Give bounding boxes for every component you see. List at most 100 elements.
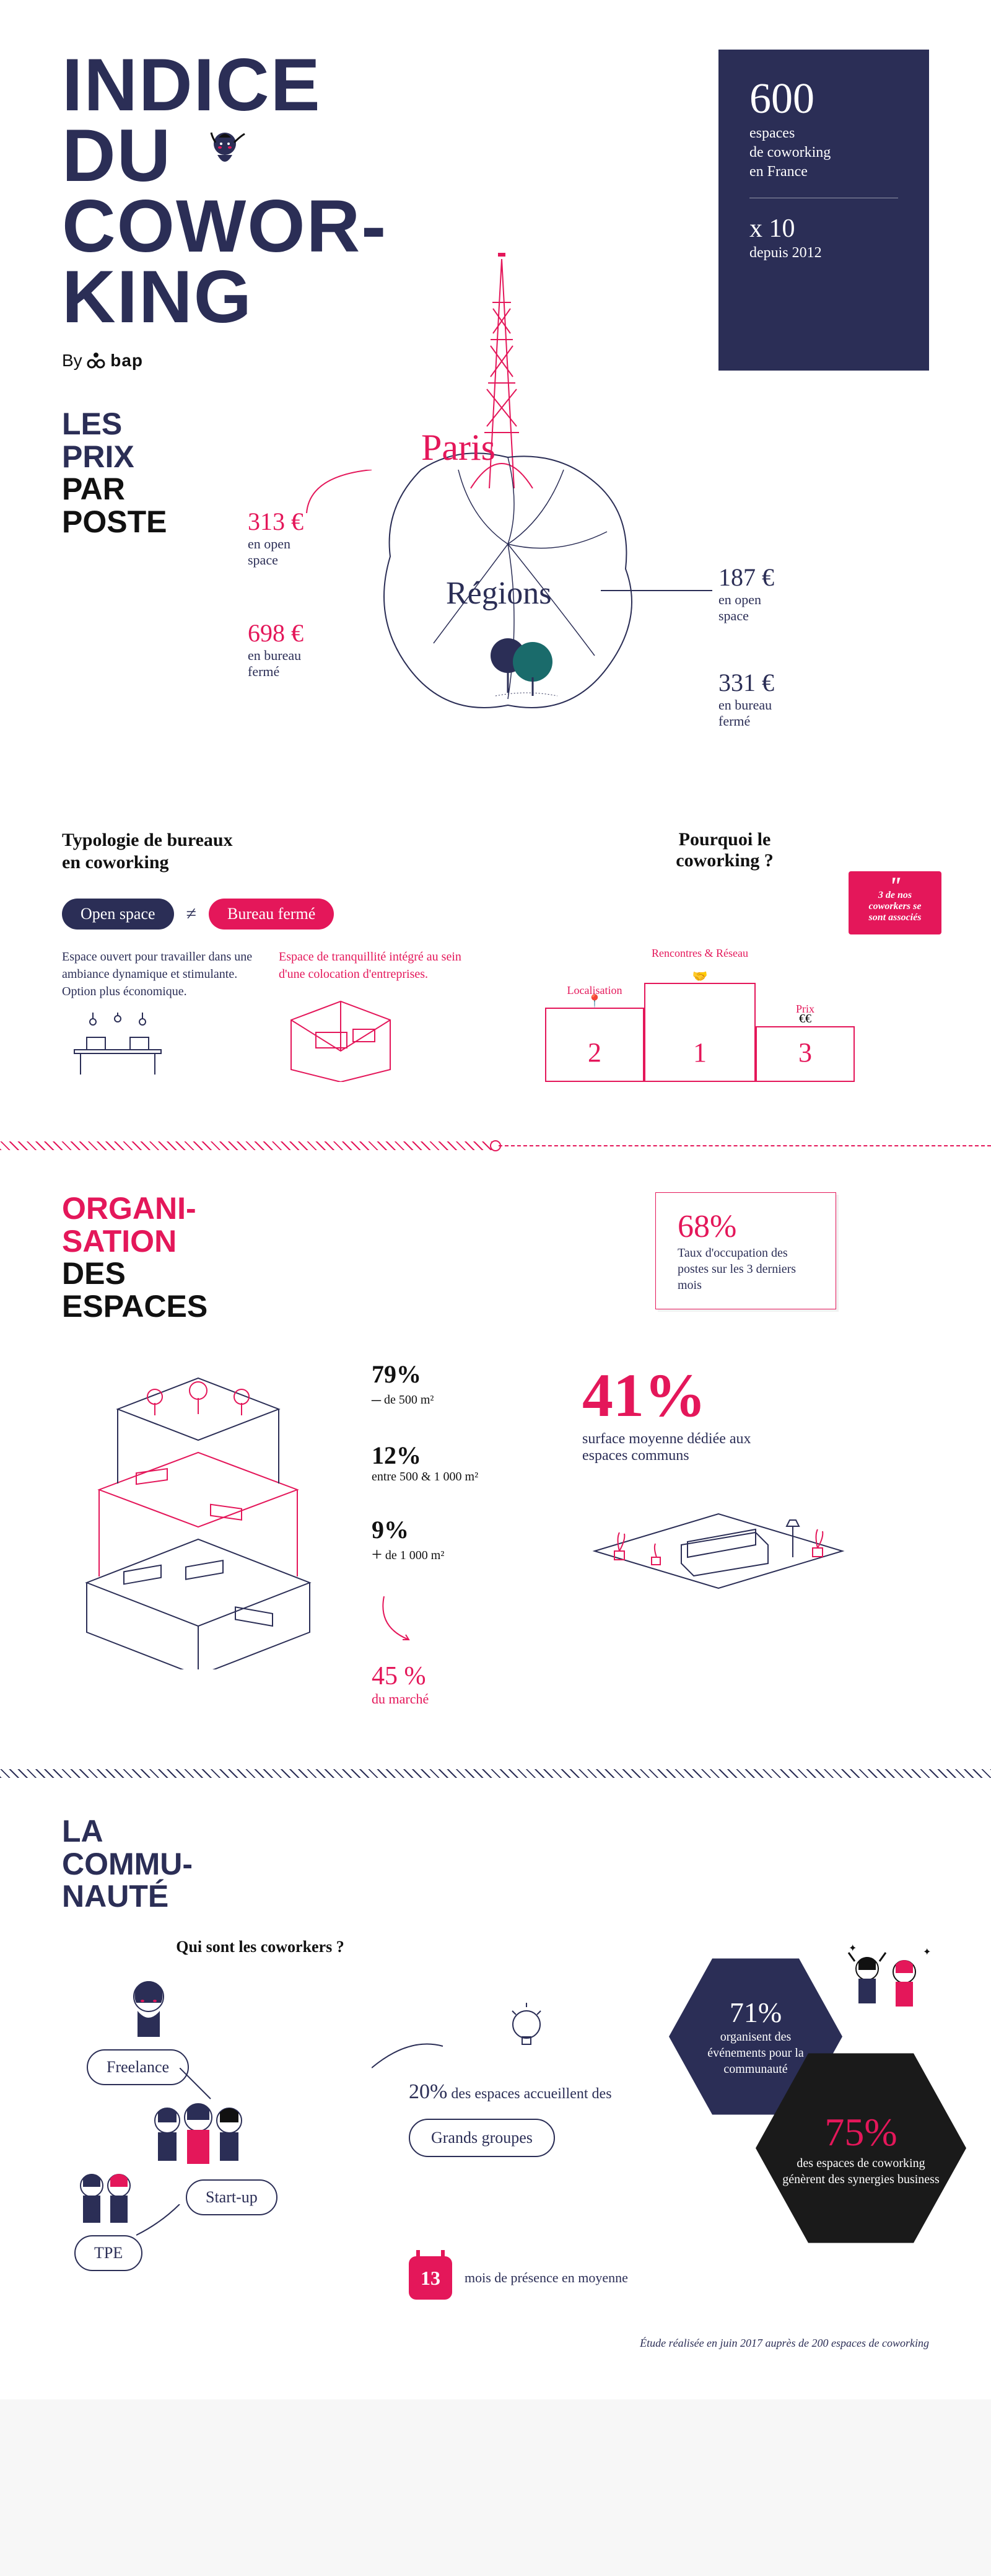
pourquoi-line: Pourquoi le [679,829,771,850]
podium: " 3 de nos coworkers se sont associés Re… [520,896,929,1082]
step-label: Rencontres & Réseau [645,947,754,960]
hex-text: organisent des événements pour la commun… [694,2029,818,2077]
market-label: du marché [372,1691,545,1707]
bubble-freelance: Freelance [87,2049,189,2085]
pourquoi-title: Pourquoi le coworking ? [520,829,929,871]
size-row: 12% entre 500 & 1 000 m² [372,1441,545,1484]
desc-text: Espace ouvert pour travailler dans une a… [62,950,252,998]
section-title-line: SATION [62,1224,177,1259]
price-desc: fermé [718,713,774,729]
size-desc: – de 500 m² [372,1389,545,1410]
bubble-tpe: TPE [74,2235,142,2271]
by-label: By [62,351,82,370]
price-amount: 331 € [718,668,774,697]
price-paris-open: 313 € en open space [248,507,303,569]
size-stats: 79% – de 500 m² 12% entre 500 & 1 000 m²… [372,1360,545,1707]
price-desc: space [248,552,303,568]
map-area: Paris Régions 313 € en open space 698 € … [223,408,929,767]
section-title-line: POSTE [62,504,167,539]
prices-section: LES PRIX PAR POSTE [62,408,929,767]
size-pct: 12% [372,1441,545,1470]
section-title-line: ESPACES [62,1289,207,1324]
pin-icon: 📍 [546,993,643,1009]
section-title-line: PAR [62,472,125,506]
title-line: KING [62,255,253,338]
commu-title: LA COMMU- NAUTÉ [62,1815,929,1913]
brand-name: bap [110,351,143,370]
section-divider [0,1136,991,1155]
open-desk-icon [62,1013,254,1086]
size-sign: – [372,1389,381,1409]
connector-line [180,2068,217,2105]
occupancy-text: Taux d'occupation des postes sur les 3 d… [678,1245,814,1293]
bubble-startup: Start-up [186,2179,277,2215]
price-desc: en open [718,592,774,608]
footer-note: Étude réalisée en juin 2017 auprès de 20… [62,2337,929,2350]
market-share: 45 % du marché [372,1661,545,1707]
size-pct: 79% [372,1360,545,1389]
typo-title-line: Typologie de bureaux [62,830,233,850]
commu-body: Qui sont les coworkers ? Freelance Start… [62,1938,929,2300]
communaute-section: LA COMMU- NAUTÉ Qui sont les coworkers ?… [62,1815,929,2350]
price-desc: en open [248,536,303,552]
twenty-txt: des espaces accueillent des [451,2086,611,2102]
quote-mark-icon: " [860,882,930,890]
stat-text: espaces [749,124,898,143]
prices-title: LES PRIX PAR POSTE [62,408,223,767]
size-desc: entre 500 & 1 000 m² [372,1470,545,1484]
startup-group-icon [136,2099,260,2173]
price-desc: en bureau [718,697,774,713]
pourquoi-section: Pourquoi le coworking ? " 3 de nos cowor… [520,829,929,1087]
price-regions-open: 187 € en open space [718,563,774,625]
open-space-desc: Espace ouvert pour travailler dans une a… [62,948,254,1087]
arrow-down-icon [372,1596,434,1646]
freelance-person-icon [111,1975,186,2043]
common-desc: surface moyenne dédiée aux espaces commu… [582,1431,768,1464]
step-rank: 2 [546,1037,643,1068]
size-row: 79% – de 500 m² [372,1360,545,1410]
orga-body: 79% – de 500 m² 12% entre 500 & 1 000 m²… [62,1360,929,1707]
typologie-title: Typologie de bureaux en coworking [62,829,471,874]
price-desc: space [718,608,774,624]
size-txt: de 500 m² [384,1393,434,1407]
podium-step-2: Localisation 📍 2 [545,1008,644,1082]
bubble-grands-groupes: Grands groupes [409,2119,555,2157]
lounge-icon [582,1489,855,1613]
section-divider [0,1769,991,1778]
connector-curve [372,2037,446,2074]
desc-text: Espace de tranquillité intégré au sein d… [279,950,461,981]
typo-columns: Espace ouvert pour travailler dans une a… [62,948,471,1087]
typo-title-line: en coworking [62,852,169,873]
pill-row: Open space ≠ Bureau fermé [62,899,471,930]
svg-text:✦: ✦ [849,1944,857,1954]
hex-pct: 71% [730,1996,782,2029]
connector-line [601,581,718,600]
closed-office-icon [279,995,471,1087]
hex-text: des espaces de coworking génèrent des sy… [780,2155,941,2187]
celebrating-people-icon: ✦✦ [842,1944,941,2034]
regions-label: Régions [446,575,551,612]
occupancy-pct: 68% [678,1208,814,1245]
common-pct: 41% [582,1360,929,1431]
size-pct: 9% [372,1515,545,1544]
organisation-section: ORGANI- SATION DES ESPACES 68% Taux d'oc… [62,1192,929,1707]
person-waving-icon [194,125,256,187]
price-paris-closed: 698 € en bureau fermé [248,618,303,680]
calendar-badge: 13 [409,2256,452,2300]
qui-title: Qui sont les coworkers ? [136,1938,384,1956]
connector-line [136,2204,186,2241]
iso-office-icon [62,1360,334,1669]
section-title-line: LA [62,1814,103,1848]
quote-bubble: " 3 de nos coworkers se sont associés [849,871,941,934]
typologie-left: Typologie de bureaux en coworking Open s… [62,829,471,1087]
trees-icon [489,631,564,708]
size-row: 9% + de 1 000 m² [372,1515,545,1565]
hexagon-column: 71% organisent des événements pour la co… [669,1938,929,2300]
typologie-section: Typologie de bureaux en coworking Open s… [62,829,929,1087]
stat-box: 600 espaces de coworking en France x 10 … [718,50,929,371]
main-title: INDICE DU COWOR- KING [62,50,718,332]
stat-text: de coworking [749,143,898,162]
hatch-dash [499,1145,991,1146]
hatch-pattern [0,1141,492,1150]
presence-text: mois de présence en moyenne [465,2269,628,2287]
